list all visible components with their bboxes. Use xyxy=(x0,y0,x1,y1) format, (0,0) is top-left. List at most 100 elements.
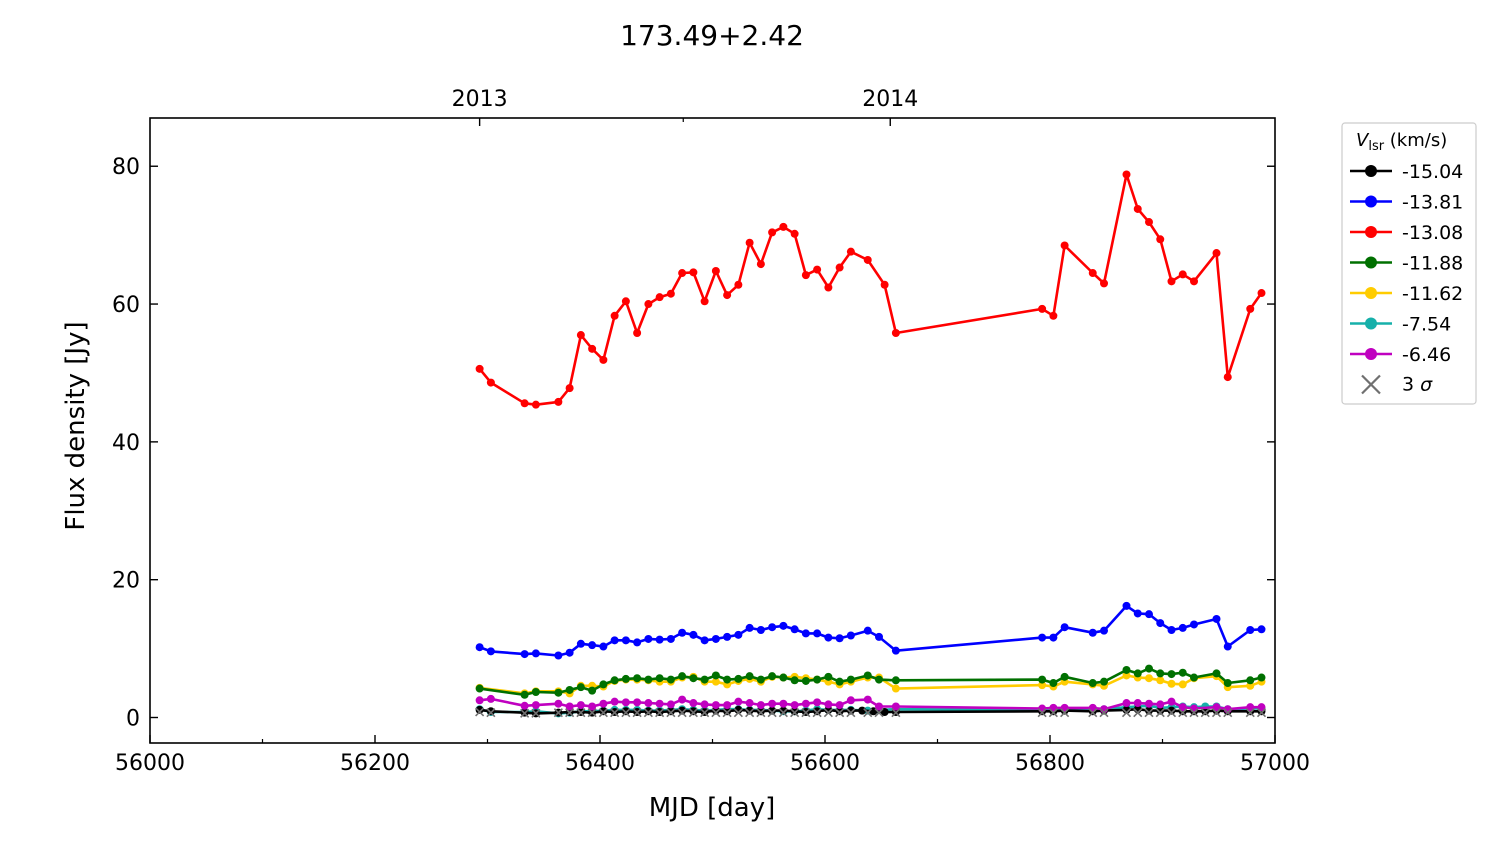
legend-label: -6.46 xyxy=(1402,344,1451,366)
y-axis-label: Flux density [Jy] xyxy=(61,321,91,530)
data-point xyxy=(588,641,597,650)
data-point xyxy=(756,675,765,684)
data-point xyxy=(520,701,529,710)
data-point xyxy=(711,701,720,710)
data-point xyxy=(1212,703,1221,712)
data-point xyxy=(1133,669,1142,678)
data-point xyxy=(588,702,597,711)
data-point xyxy=(520,690,529,699)
legend-label: -13.08 xyxy=(1402,222,1463,244)
data-point xyxy=(1060,623,1069,632)
legend-item-sigma: 3 σ xyxy=(1361,374,1433,396)
data-point xyxy=(700,700,709,709)
data-point xyxy=(756,260,765,269)
data-point xyxy=(1178,668,1187,677)
data-point xyxy=(1145,706,1153,715)
data-point xyxy=(1257,289,1266,298)
sigma-marker xyxy=(688,708,698,718)
data-point xyxy=(1145,218,1153,227)
data-point xyxy=(633,638,642,647)
x-tick-label: 56400 xyxy=(565,751,635,776)
legend-item: -13.08 xyxy=(1350,222,1463,244)
data-point xyxy=(700,636,709,645)
data-point xyxy=(846,706,855,715)
data-point xyxy=(689,707,698,716)
data-point xyxy=(486,378,495,387)
data-point xyxy=(678,672,687,681)
sigma-marker xyxy=(756,708,766,718)
data-point xyxy=(1122,170,1131,179)
sigma-marker xyxy=(1178,708,1188,718)
data-point xyxy=(824,672,833,681)
data-point xyxy=(779,673,788,682)
series--13.08 xyxy=(475,170,1266,409)
data-point xyxy=(1038,675,1047,684)
data-point xyxy=(1156,700,1165,709)
series--6.46 xyxy=(475,694,1266,714)
sigma-marker xyxy=(1256,708,1267,718)
legend-label: -11.62 xyxy=(1402,283,1463,305)
sigma-marker xyxy=(1155,708,1165,718)
data-point xyxy=(756,625,765,634)
data-point xyxy=(779,621,788,630)
data-point xyxy=(734,280,743,289)
data-point xyxy=(1088,269,1097,278)
data-point xyxy=(531,688,540,697)
data-point xyxy=(1257,625,1266,634)
data-point xyxy=(813,629,822,638)
data-point xyxy=(1167,679,1176,688)
data-point xyxy=(486,694,495,703)
plot-frame xyxy=(149,117,1276,744)
data-point xyxy=(576,331,585,340)
data-point xyxy=(1246,625,1255,634)
data-point xyxy=(1190,704,1198,713)
sigma-marker xyxy=(1037,708,1047,718)
sigma-marker xyxy=(863,708,873,718)
data-point xyxy=(554,397,563,406)
legend-label: 3 σ xyxy=(1402,374,1433,396)
data-point xyxy=(723,632,732,641)
data-point xyxy=(891,646,900,655)
sigma-marker xyxy=(1060,708,1070,718)
legend-title-main: V xyxy=(1356,130,1370,151)
sigma-marker xyxy=(610,708,620,718)
data-point xyxy=(678,695,687,704)
data-point xyxy=(875,702,883,711)
data-point xyxy=(1156,669,1165,678)
data-point xyxy=(1122,699,1131,708)
data-point xyxy=(1190,673,1198,682)
data-point xyxy=(1167,706,1176,715)
data-point xyxy=(745,672,754,681)
data-point xyxy=(666,634,675,643)
data-point xyxy=(1212,614,1221,623)
sigma-marker xyxy=(531,708,541,718)
sigma-marker xyxy=(767,708,777,718)
data-point xyxy=(700,675,709,684)
data-point xyxy=(576,683,585,692)
data-point xyxy=(1088,679,1097,688)
data-point xyxy=(824,700,833,709)
sigma-marker xyxy=(1166,708,1177,718)
data-point xyxy=(824,705,833,714)
data-point xyxy=(1246,304,1255,313)
data-point xyxy=(768,706,777,715)
sigma-marker xyxy=(565,708,575,718)
data-point xyxy=(1038,704,1047,713)
data-point xyxy=(599,642,608,651)
sigma-marker xyxy=(1048,708,1058,718)
data-point xyxy=(1100,677,1108,686)
data-point xyxy=(790,229,799,238)
data-point xyxy=(621,636,630,645)
data-point xyxy=(520,650,529,659)
data-point xyxy=(644,699,653,708)
sigma-marker xyxy=(823,708,833,718)
data-point xyxy=(599,355,608,364)
data-point xyxy=(689,674,698,683)
top-tick-label: 2014 xyxy=(862,87,918,112)
data-point xyxy=(846,696,855,705)
y-tick-label: 80 xyxy=(112,155,140,180)
data-point xyxy=(1257,673,1266,682)
data-point xyxy=(813,707,822,716)
y-tick-label: 0 xyxy=(126,707,140,732)
data-point xyxy=(666,700,675,709)
